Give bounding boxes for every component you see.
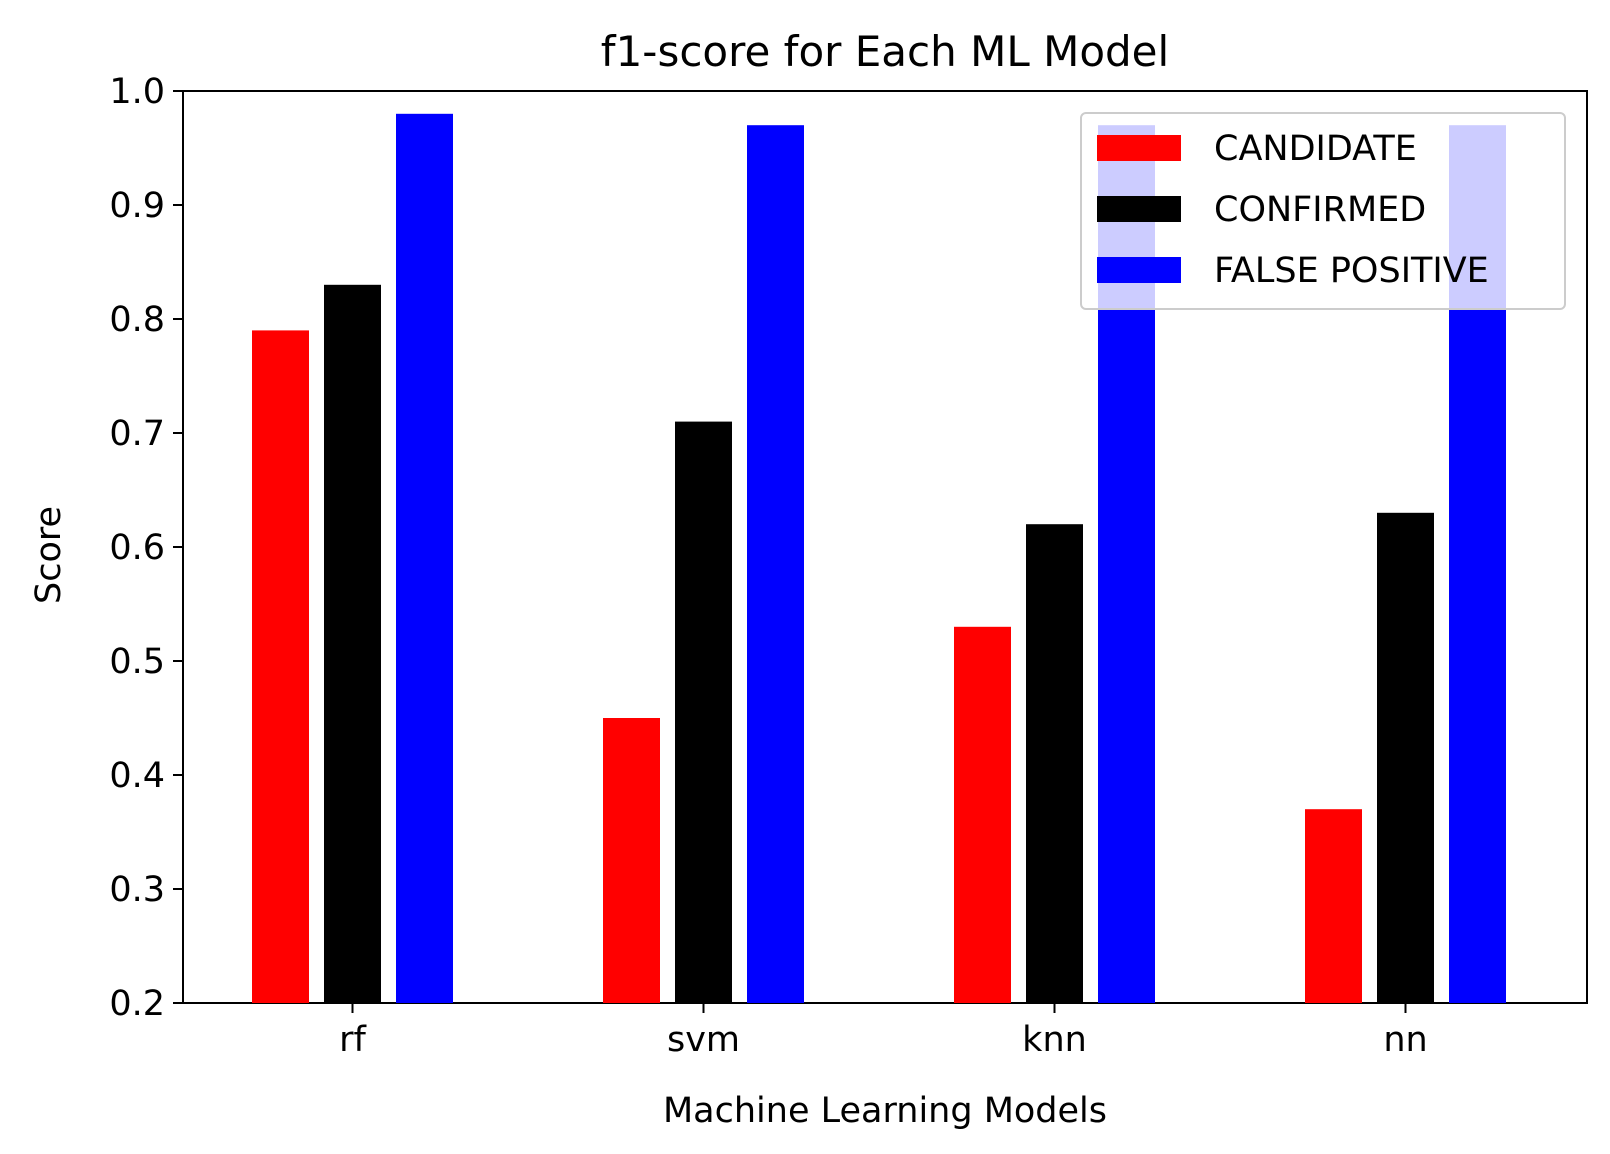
bars bbox=[252, 113, 1506, 1004]
bar-confirmed-svm bbox=[675, 421, 732, 1004]
y-tick-label: 0.7 bbox=[109, 414, 165, 454]
x-tick-label: nn bbox=[1383, 1020, 1427, 1060]
bar-confirmed-nn bbox=[1377, 512, 1434, 1003]
y-tick-label: 0.6 bbox=[109, 528, 165, 568]
y-tick-label: 0.2 bbox=[109, 984, 165, 1024]
bar-confirmed-knn bbox=[1026, 524, 1083, 1003]
legend-swatch-false-positive bbox=[1097, 257, 1181, 283]
x-tick-label: knn bbox=[1022, 1020, 1087, 1060]
legend-label: CONFIRMED bbox=[1214, 190, 1426, 230]
bar-candidate-knn bbox=[954, 626, 1011, 1003]
legend-swatch-confirmed bbox=[1097, 196, 1181, 222]
legend-label: CANDIDATE bbox=[1214, 129, 1417, 169]
bar-false-positive-svm bbox=[747, 125, 804, 1003]
x-tick-label: svm bbox=[667, 1020, 740, 1060]
legend-label: FALSE POSITIVE bbox=[1214, 251, 1489, 291]
bar-candidate-nn bbox=[1305, 809, 1362, 1003]
y-tick-label: 0.8 bbox=[109, 300, 165, 340]
y-tick-label: 0.3 bbox=[109, 870, 165, 910]
bar-false-positive-rf bbox=[396, 113, 453, 1004]
y-tick-label: 0.4 bbox=[109, 756, 165, 796]
legend-frame bbox=[1080, 112, 1566, 310]
y-tick-label: 0.5 bbox=[109, 642, 165, 682]
chart-title: f1-score for Each ML Model bbox=[601, 27, 1169, 76]
y-tick-label: 1.0 bbox=[109, 72, 165, 112]
y-tick-label: 0.9 bbox=[109, 186, 165, 226]
x-axis-ticks: rf svm knn nn bbox=[339, 1003, 1428, 1060]
legend: CANDIDATE CONFIRMED FALSE POSITIVE bbox=[1080, 112, 1566, 310]
bar-candidate-rf bbox=[252, 330, 309, 1003]
y-axis-ticks: 0.2 0.3 0.4 0.5 0.6 0.7 0.8 0.9 1.0 bbox=[109, 72, 183, 1024]
y-axis-label: Score bbox=[29, 506, 69, 604]
bar-confirmed-rf bbox=[324, 284, 381, 1003]
x-tick-label: rf bbox=[339, 1020, 366, 1060]
x-axis-label: Machine Learning Models bbox=[663, 1091, 1107, 1131]
legend-swatch-candidate bbox=[1097, 135, 1181, 161]
bar-candidate-svm bbox=[603, 718, 660, 1003]
